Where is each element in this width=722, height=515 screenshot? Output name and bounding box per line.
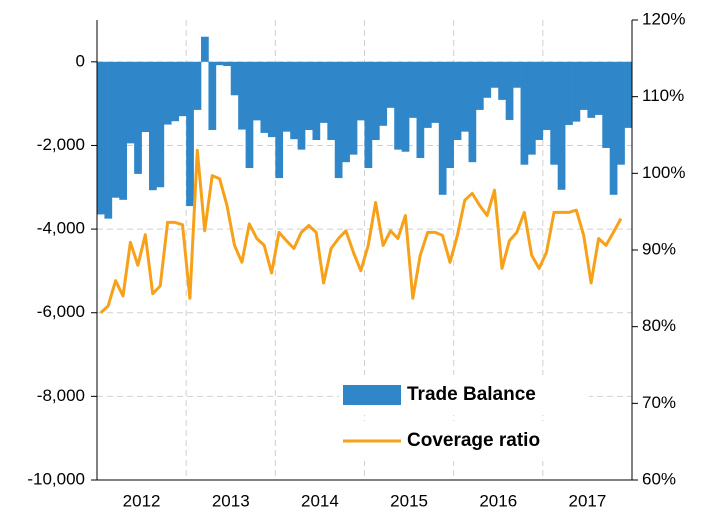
bar	[290, 61, 298, 140]
bar	[126, 61, 135, 144]
legend-label: Trade Balance	[407, 384, 536, 405]
bar	[527, 61, 536, 155]
bar	[505, 61, 514, 120]
y-tick-label: -4,000	[37, 219, 85, 238]
bar	[171, 61, 180, 122]
bar	[111, 61, 120, 198]
y2-tick-label: 110%	[642, 86, 684, 105]
bar	[305, 61, 313, 130]
bar	[386, 61, 395, 108]
y2-tick-label: 90%	[642, 239, 676, 258]
x-tick-label: 2012	[123, 491, 161, 510]
bar	[327, 61, 336, 141]
bar	[223, 61, 232, 66]
bar	[431, 61, 440, 123]
bar	[282, 61, 291, 132]
bar	[156, 61, 165, 188]
bar	[134, 61, 142, 174]
bar	[163, 61, 172, 125]
x-tick-label: 2016	[479, 491, 517, 510]
y-tick-label: -2,000	[37, 135, 85, 154]
bar	[371, 61, 380, 141]
bar	[394, 61, 402, 150]
bar	[215, 61, 224, 66]
bar	[579, 61, 588, 110]
bar	[557, 61, 566, 190]
x-tick-label: 2015	[390, 491, 428, 510]
bar	[253, 61, 261, 121]
x-tick-label: 2013	[212, 491, 250, 510]
legend-swatch	[343, 385, 401, 405]
bar	[520, 61, 529, 165]
bar	[267, 61, 276, 138]
bar	[542, 61, 551, 130]
bar	[587, 61, 596, 118]
legend-label: Coverage ratio	[407, 430, 540, 451]
bar	[141, 61, 150, 133]
bar	[379, 61, 388, 126]
bar	[319, 61, 328, 123]
bar	[178, 61, 187, 117]
bar	[104, 61, 113, 219]
y-tick-label: -6,000	[37, 302, 85, 321]
y-tick-label: -8,000	[37, 386, 85, 405]
bar	[149, 61, 157, 191]
bar	[423, 61, 432, 128]
bar	[334, 61, 343, 179]
y2-tick-label: 70%	[642, 393, 676, 412]
bar	[245, 61, 254, 169]
bar	[565, 61, 573, 125]
y2-tick-label: 120%	[642, 9, 685, 28]
bar	[617, 61, 625, 165]
line	[99, 148, 623, 314]
y2-tick-label: 60%	[642, 469, 676, 488]
bar	[208, 61, 217, 130]
bar	[490, 61, 499, 88]
bar	[438, 61, 447, 195]
bar	[119, 61, 128, 200]
bar	[201, 36, 209, 62]
bar	[230, 61, 239, 96]
bar	[461, 61, 469, 132]
y2-tick-label: 80%	[642, 316, 676, 335]
bar	[186, 61, 194, 207]
bar	[513, 61, 521, 88]
bar	[297, 61, 306, 150]
bar	[409, 61, 417, 118]
bar	[624, 61, 633, 128]
bar	[498, 61, 506, 100]
bar	[468, 61, 477, 163]
bar	[483, 61, 492, 98]
bar	[609, 61, 618, 195]
bar	[594, 61, 603, 115]
bar	[349, 61, 358, 155]
bar	[312, 61, 321, 141]
bar	[401, 61, 410, 152]
bar	[550, 61, 558, 165]
y-tick-label: -10,000	[27, 469, 85, 488]
bar	[475, 61, 484, 110]
bar	[342, 61, 350, 163]
bar	[238, 61, 246, 130]
bar	[97, 61, 105, 215]
bar	[572, 61, 581, 122]
y-tick-label: 0	[76, 51, 85, 70]
bar	[275, 61, 284, 179]
bar	[193, 61, 202, 110]
bar	[453, 61, 462, 141]
x-tick-label: 2014	[301, 491, 339, 510]
x-tick-label: 2017	[569, 491, 607, 510]
bar	[602, 61, 611, 148]
bar	[535, 61, 544, 141]
bar	[416, 61, 425, 159]
bar	[260, 61, 269, 133]
bar	[446, 61, 454, 169]
y2-tick-label: 100%	[642, 163, 685, 182]
bar	[357, 61, 365, 121]
bar	[364, 61, 373, 169]
